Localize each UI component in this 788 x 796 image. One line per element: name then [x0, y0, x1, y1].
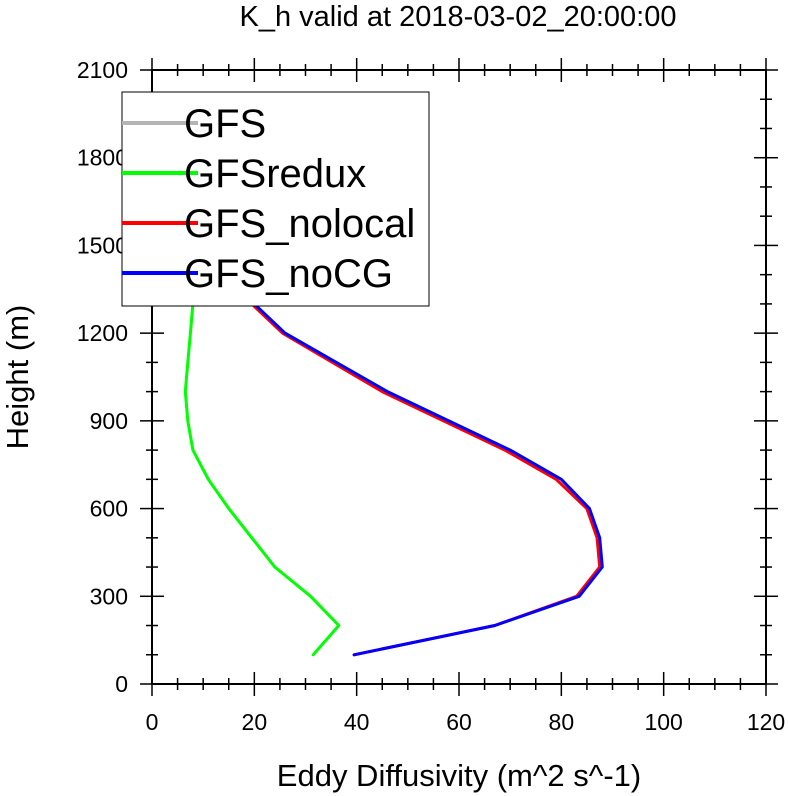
y-tick-label: 2100 [77, 57, 128, 83]
x-tick-label: 120 [747, 709, 785, 735]
y-axis-label: Height (m) [0, 305, 35, 450]
plot-frame [151, 69, 767, 685]
legend-label: GFS_nolocal [184, 202, 415, 246]
chart-title: K_h valid at 2018-03-02_20:00:00 [240, 1, 677, 33]
y-tick-label: 1800 [77, 145, 128, 171]
y-tick-label: 0 [115, 671, 128, 697]
y-tick-label: 300 [90, 583, 128, 609]
x-tick-label: 40 [344, 709, 370, 735]
legend-box [121, 91, 430, 307]
x-tick-label: 100 [644, 709, 682, 735]
y-tick-label: 600 [90, 496, 128, 522]
y-tick-label: 1500 [77, 232, 128, 258]
y-tick-label: 900 [90, 408, 128, 434]
x-axis-label: Eddy Diffusivity (m^2 s^-1) [277, 758, 641, 793]
legend-label: GFS [184, 102, 266, 146]
legend-label: GFSredux [184, 152, 366, 196]
x-tick-label: 80 [549, 709, 575, 735]
y-tick-label: 1200 [77, 320, 128, 346]
x-tick-label: 0 [146, 709, 159, 735]
x-tick-label: 20 [242, 709, 268, 735]
axis-ticks [140, 58, 778, 696]
tick-labels: 0 20 40 60 80 100 1200300600900120015001800210… [77, 57, 785, 735]
legend-label: GFS_noCG [184, 252, 393, 296]
x-tick-label: 60 [446, 709, 472, 735]
legend: GFS GFSredux GFS_nolocal GFS_noCG [121, 91, 430, 307]
